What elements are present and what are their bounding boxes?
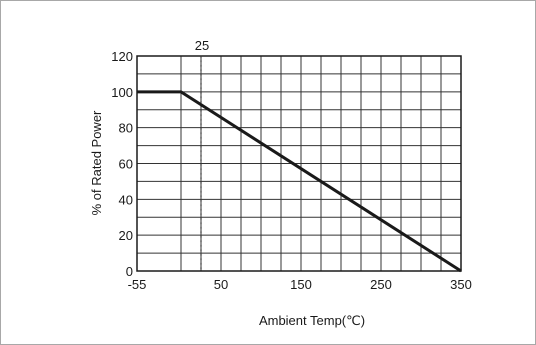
y-tick-label: 20 <box>119 228 133 243</box>
series-group <box>137 90 462 273</box>
x-axis-label: Ambient Temp(℃) <box>259 313 365 328</box>
grid <box>136 55 462 272</box>
y-tick-label: 60 <box>119 157 133 172</box>
y-tick-label: 120 <box>111 49 133 64</box>
plot-border <box>136 55 462 272</box>
x-tick-label: 250 <box>370 277 392 292</box>
reference-line-group: 25 <box>195 38 209 272</box>
y-tick-label: 40 <box>119 192 133 207</box>
x-tick-label: 50 <box>214 277 228 292</box>
x-tick-label: -55 <box>128 277 147 292</box>
y-tick-label: 0 <box>126 264 133 279</box>
x-tick-label: 350 <box>450 277 472 292</box>
y-tick-labels: 0 20 40 60 80 100 120 <box>111 49 133 279</box>
y-tick-label: 100 <box>111 85 133 100</box>
y-axis-label: % of Rated Power <box>89 110 104 215</box>
x-tick-labels: -55 50 150 250 350 <box>128 277 472 292</box>
reference-line-label: 25 <box>195 38 209 53</box>
y-tick-label: 80 <box>119 121 133 136</box>
derating-curve <box>137 90 462 273</box>
x-tick-label: 150 <box>290 277 312 292</box>
